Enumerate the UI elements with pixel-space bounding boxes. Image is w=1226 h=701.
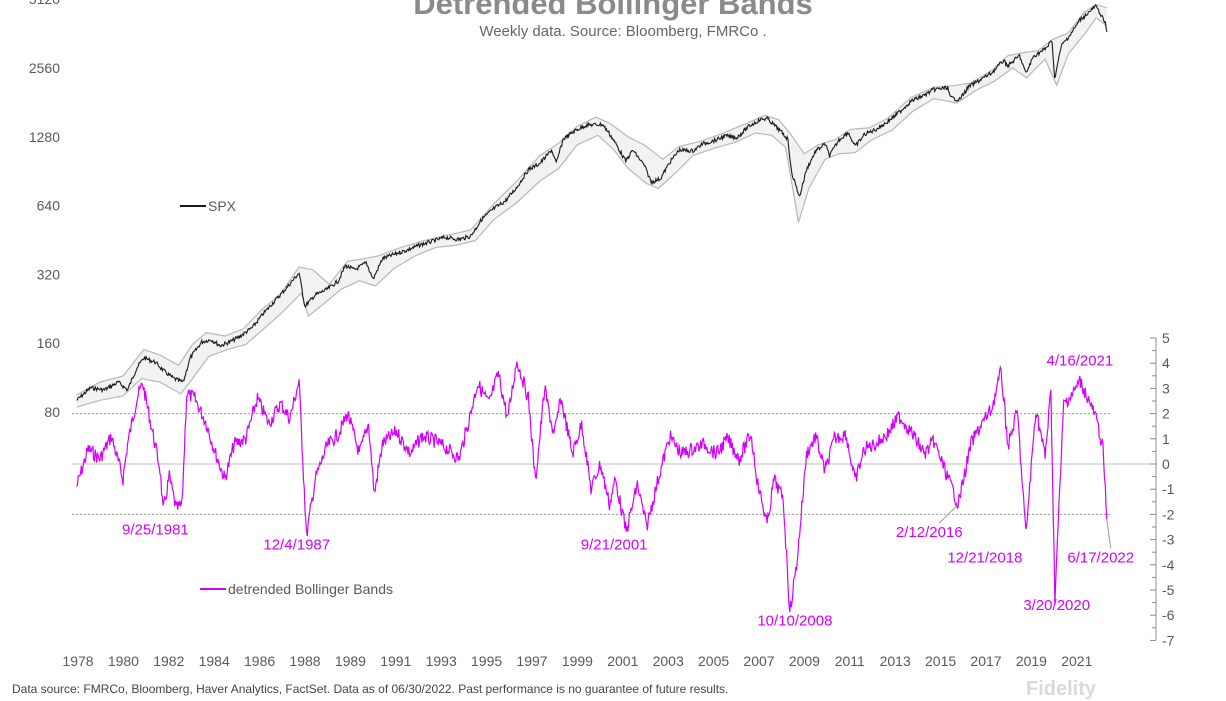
chart-subtitle: Weekly data. Source: Bloomberg, FMRCo . [479, 23, 767, 40]
annotation-label: 4/16/2021 [1047, 353, 1114, 370]
right-axis-tick-label: 4 [1162, 355, 1170, 371]
annotation-label: 3/20/2020 [1023, 597, 1090, 614]
left-axis-tick-label: 80 [44, 404, 60, 420]
right-axis-tick-label: -6 [1162, 607, 1175, 623]
upper-band-line [76, 3, 1107, 396]
x-axis-tick-label: 1984 [199, 653, 230, 669]
x-axis-tick-label: 1991 [380, 653, 411, 669]
left-axis-tick-label: 2560 [29, 60, 60, 76]
chart-title: Detrended Bollinger Bands [413, 0, 813, 21]
annotation-label: 6/17/2022 [1067, 549, 1134, 566]
right-axis-tick-label: -3 [1162, 532, 1175, 548]
annotation-leader [938, 503, 959, 524]
x-axis-tick-label: 1978 [62, 653, 93, 669]
x-axis-tick-label: 2021 [1061, 653, 1092, 669]
band-fill [76, 4, 1107, 408]
x-axis-tick-label: 2007 [743, 653, 774, 669]
x-axis-tick-label: 2019 [1016, 653, 1047, 669]
annotation-leader [1106, 519, 1112, 549]
x-axis-tick-label: 2013 [880, 653, 911, 669]
x-axis-tick-label: 2001 [607, 653, 638, 669]
x-axis-tick-label: 1995 [471, 653, 502, 669]
annotation-label: 9/25/1981 [122, 522, 189, 539]
right-axis-tick-label: -5 [1162, 582, 1175, 598]
left-axis-tick-label: 1280 [29, 129, 60, 145]
x-axis-tick-label: 1982 [153, 653, 184, 669]
x-axis-tick-label: 1999 [562, 653, 593, 669]
x-axis-tick-label: 2003 [653, 653, 684, 669]
footnote: Data source: FMRCo, Bloomberg, Haver Ana… [12, 682, 729, 696]
annotation-label: 10/10/2008 [757, 612, 832, 629]
right-axis-tick-label: -4 [1162, 557, 1175, 573]
detrended-line [76, 361, 1108, 613]
right-axis-tick-label: -2 [1162, 506, 1175, 522]
x-axis-tick-label: 2009 [789, 653, 820, 669]
x-axis-tick-label: 2005 [698, 653, 729, 669]
x-axis-tick-label: 1980 [108, 653, 139, 669]
x-axis-tick-label: 1986 [244, 653, 275, 669]
right-axis-tick-label: -7 [1162, 632, 1175, 648]
left-axis-tick-label: 160 [37, 335, 61, 351]
annotation-label: 12/21/2018 [947, 549, 1022, 566]
legend-spx-label: SPX [208, 198, 237, 214]
right-axis-tick-label: 3 [1162, 380, 1170, 396]
annotation-label: 2/12/2016 [896, 524, 963, 541]
x-axis-tick-label: 2015 [925, 653, 956, 669]
x-axis-tick-label: 1989 [335, 653, 366, 669]
x-axis-tick-label: 2017 [970, 653, 1001, 669]
x-axis-tick-label: 1988 [289, 653, 320, 669]
x-axis-tick-label: 2011 [835, 653, 865, 669]
x-axis-tick-label: 1997 [516, 653, 547, 669]
left-axis-tick-label: 5120 [29, 0, 60, 7]
legend-detrended-label: detrended Bollinger Bands [228, 581, 393, 597]
x-axis-tick-label: 1993 [426, 653, 457, 669]
left-axis-tick-label: 640 [37, 198, 61, 214]
spx-line [76, 3, 1108, 401]
right-axis-tick-label: 1 [1162, 431, 1170, 447]
right-axis-tick-label: 5 [1162, 330, 1170, 346]
annotation-label: 9/21/2001 [581, 537, 648, 554]
right-axis-tick-label: 0 [1162, 456, 1170, 472]
right-axis-tick-label: 2 [1162, 406, 1170, 422]
right-axis-tick-label: -1 [1162, 481, 1175, 497]
annotation-label: 12/4/1987 [263, 537, 330, 554]
left-axis-tick-label: 320 [37, 266, 61, 282]
lower-band-line [76, 16, 1108, 408]
